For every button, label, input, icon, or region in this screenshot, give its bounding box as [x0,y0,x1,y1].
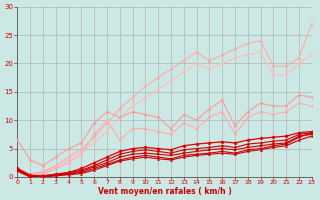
X-axis label: Vent moyen/en rafales ( km/h ): Vent moyen/en rafales ( km/h ) [98,187,231,196]
